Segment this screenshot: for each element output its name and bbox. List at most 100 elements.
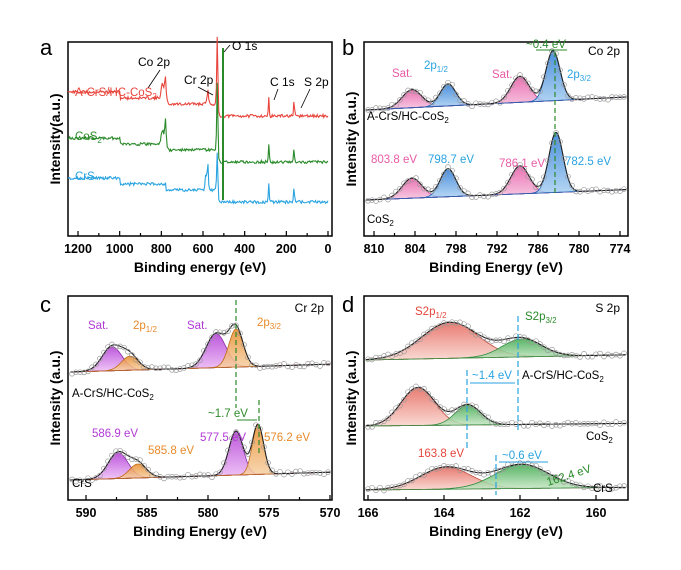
panel-c-top-data-point	[205, 341, 211, 347]
panel-b-top-data-point	[509, 82, 515, 88]
panel-b-top-data-point	[617, 94, 623, 101]
panel-c-bottom-data-point	[105, 458, 111, 465]
panel-c-top-data-point	[237, 330, 243, 337]
panel-d-middle-data-point	[405, 389, 411, 395]
panel-c-top-data-point	[81, 369, 87, 376]
x-tick-label: 590	[76, 506, 97, 520]
panel-b-top-data-point	[609, 94, 615, 100]
panel-b-top-data-point	[553, 50, 559, 57]
panel-d-middle-data-point	[525, 423, 531, 429]
x-tick-label: 0	[325, 242, 332, 256]
panel-d-top-data-point	[609, 353, 615, 359]
panel-d-middle-data-point	[385, 415, 391, 422]
panel-d-middle-data-point	[605, 421, 611, 427]
panel-b-bottom-data-point	[517, 161, 523, 168]
panel-c-top-data-point	[201, 347, 207, 354]
panel-b-top-data-point	[501, 94, 507, 100]
panel-c-top-data-point	[117, 343, 123, 350]
survey-curve-cos2	[67, 82, 329, 165]
panel-d-middle-data-point	[477, 409, 483, 416]
panel-d-top-data-point	[617, 353, 623, 359]
panel-d-top-data-point	[477, 331, 483, 338]
panel-b-top-data-point	[389, 101, 395, 108]
panel-d-top-data-point	[453, 320, 459, 326]
panel-d-top-data-point	[365, 356, 371, 362]
panel-c-bottom-data-point	[177, 474, 183, 481]
panel-c-top-data-point	[325, 360, 331, 367]
panel-b-bottom-data-point	[597, 188, 603, 195]
panel-b-top-data-point	[429, 99, 435, 106]
sample-subscript: 2	[608, 436, 613, 445]
panel-b-sample-top: A-CrS/HC-CoS2	[367, 111, 449, 125]
panel-d-bottom-data-point	[425, 468, 431, 474]
panel-b-bottom-data-point	[493, 191, 499, 197]
panel-b-bottom-data-point	[589, 187, 595, 193]
peak-name: 2p	[567, 69, 580, 81]
panel-d-bottom-data-point	[565, 478, 571, 484]
panel-c-top-data-point	[101, 349, 107, 356]
panel-b-bottom-data-point	[613, 187, 619, 194]
panel-d-top-data-point	[605, 351, 611, 358]
panel-d-middle-data-point	[473, 404, 479, 410]
panel-c-top-data-point	[305, 361, 311, 367]
panel-d-top-data-point	[497, 337, 503, 343]
panel-d-middle-data-point	[449, 407, 455, 413]
x-tick-label: 774	[610, 242, 631, 256]
panel-c-bottom-data-point	[205, 472, 211, 478]
panel-b-bottom-data-point	[433, 184, 439, 190]
peak-subscript: 1/2	[146, 325, 158, 334]
panel-c-top-data-point	[269, 364, 275, 370]
panel-b-bottom-data-point	[465, 190, 471, 197]
panel-b-top-data-point	[561, 82, 567, 88]
panel-d-middle-data-point	[397, 402, 403, 409]
peak-subscript: 3/2	[545, 316, 557, 325]
x-tick-label: 800	[151, 242, 172, 256]
panel-d-middle-data-point	[409, 386, 415, 392]
panel-c-peak-2p32: 2p3/2	[257, 317, 281, 331]
panel-b-top-data-point	[453, 91, 459, 98]
panel-c-energy-3: 577.5 eV	[200, 432, 246, 444]
panel-b-top-data-point	[413, 88, 419, 95]
panel-d-middle-data-point	[421, 386, 427, 392]
survey-curve-a-crs-hc-cos2	[67, 36, 329, 119]
panel-b-bottom-data-point	[549, 140, 555, 146]
panel-a-letter: a	[40, 35, 53, 60]
panel-c-bottom-data-point	[241, 444, 247, 451]
panel-b-bottom-data-point	[405, 178, 411, 184]
panel-b-bottom-data-point	[401, 180, 407, 187]
panel-d-bottom-data-point	[409, 477, 415, 484]
panel-c-top-data-point	[225, 328, 231, 334]
peak-name: 2p	[257, 317, 270, 329]
panel-d-bottom-data-point	[441, 463, 447, 469]
panel-c-top-data-point	[97, 355, 103, 362]
panel-c-top-data-point	[185, 363, 191, 369]
panel-b-top-data-point	[469, 103, 475, 110]
panel-b-bottom-data-point	[621, 186, 627, 192]
x-tick-label: 585	[137, 506, 158, 520]
panel-d-sample-1: A-CrS/HC-CoS2	[522, 370, 604, 384]
sample-name: A-CrS/HC-CoS	[72, 388, 150, 400]
panel-b-top-data-point	[525, 80, 531, 87]
sample-label-a-crs-hc-cos2: A-CrS/HC-CoS2	[75, 87, 157, 101]
panel-d-energy-1: 163.8 eV	[418, 448, 464, 460]
panel-c-bottom-data-point	[73, 478, 79, 485]
panel-d-top-data-point	[549, 346, 555, 353]
panel-c-bottom-data-point	[301, 471, 307, 477]
panel-b-bottom-data-point	[417, 181, 423, 188]
panel-b-top-data-point	[449, 81, 455, 88]
x-tick-label: 1200	[64, 242, 92, 256]
panel-c-top-data-point	[297, 363, 303, 370]
peak-subscript: 3/2	[580, 74, 592, 83]
panel-b-top-data-point	[565, 92, 571, 99]
panel-d-top-data-point	[437, 322, 443, 329]
panel-b-bottom-data-point	[485, 193, 491, 200]
panel-c-top-data-point	[149, 364, 155, 370]
survey-curve-crs	[67, 152, 329, 205]
panel-b-bottom-data-point	[513, 164, 519, 171]
panel-c-energy-1: 586.9 eV	[92, 428, 138, 440]
panel-d-top-data-point	[541, 344, 547, 350]
x-tick-label: 786	[528, 242, 549, 256]
x-tick-label: 810	[364, 242, 385, 256]
panel-c-cr2p: c Cr 2p 590 585 580 575 570 ~1.7 eV Sat. 2p1…	[40, 292, 340, 539]
panel-d-top-data-point	[589, 353, 595, 360]
